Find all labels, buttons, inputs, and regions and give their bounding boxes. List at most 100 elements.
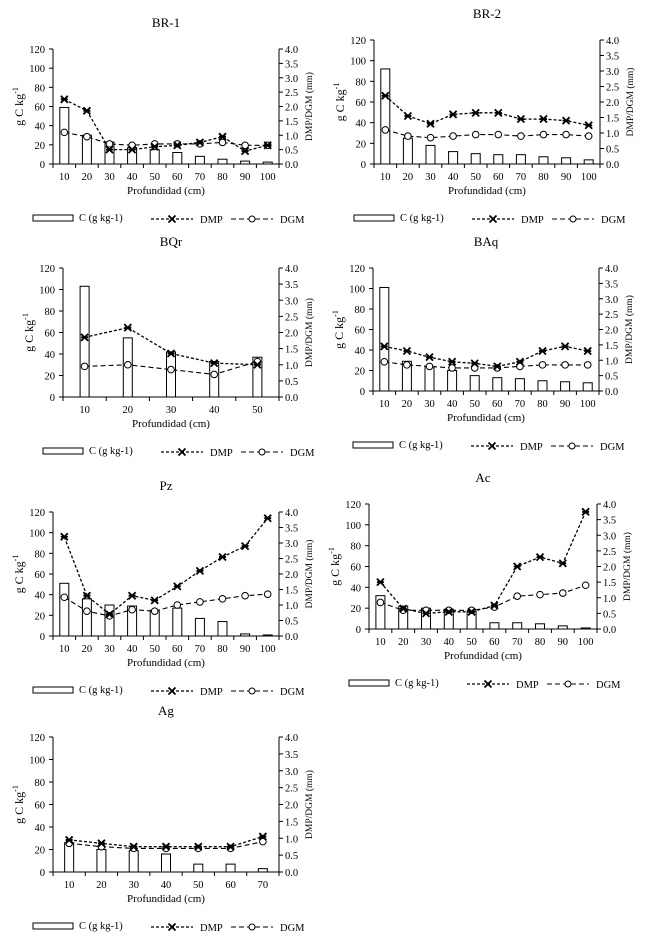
- y-left-tick-label: 80: [35, 549, 46, 560]
- y-right-axis-title: DMP/DGM (mm): [304, 72, 315, 141]
- bar-carbon: [375, 595, 386, 630]
- y-left-tick-label: 40: [355, 346, 366, 357]
- y-left-tick-label: 60: [35, 801, 46, 812]
- point-dgm: [562, 130, 570, 139]
- x-tick-label: 100: [580, 399, 596, 410]
- legend-bar-label: C (g kg-1): [400, 213, 444, 224]
- point-dmp: [150, 142, 159, 151]
- x-axis-title: Profundidad (cm): [127, 185, 205, 197]
- point-dmp: [60, 532, 69, 541]
- legend-dgm-label: DGM: [596, 680, 621, 691]
- y-left-tick-label: 40: [35, 122, 46, 133]
- chart-panel-ac: Ac 0 20 40 60 80 100 120 0.0 0.5 1.0 1.5 2.0 2.5 3.0 3.…: [327, 470, 633, 691]
- y-right-tick-label: 1.5: [606, 114, 619, 125]
- legend: C (g kg-1) DMP DGM: [348, 678, 621, 691]
- y-left-axis-title-exponent: -1: [332, 83, 341, 90]
- y-right-tick-label: 4.0: [285, 508, 298, 519]
- y-left-tick-label: 40: [351, 583, 362, 594]
- y-right-tick-label: 2.0: [603, 563, 616, 574]
- x-tick-label: 40: [209, 405, 220, 416]
- y-right-tick-label: 4.0: [285, 264, 298, 275]
- point-dmp: [226, 842, 235, 851]
- chart-panel-pz: Pz 0 20 40 60 80 100 120 0.0 0.5 1.0 1.5 2.0 2.5 3.0 3.…: [11, 478, 315, 698]
- y-left-axis-title-text: g C kg: [332, 317, 346, 349]
- y-left-tick-label: 20: [35, 846, 46, 857]
- y-left-tick-label: 60: [35, 570, 46, 581]
- y-left-tick-label: 20: [355, 367, 366, 378]
- y-left-tick-label: 100: [350, 57, 366, 68]
- y-right-tick-label: 4.0: [285, 45, 298, 56]
- y-left-axis-title-exponent: -1: [11, 555, 20, 562]
- point-dmp: [399, 604, 408, 613]
- legend-dgm-marker: [258, 448, 266, 456]
- y-right-tick-label: 3.0: [285, 74, 298, 85]
- y-right-tick-label: 2.0: [606, 98, 619, 109]
- line-dgm: [385, 129, 589, 139]
- x-tick-label: 30: [128, 880, 139, 891]
- legend-dgm-label: DGM: [280, 215, 305, 226]
- y-right-tick-label: 2.5: [285, 88, 298, 99]
- bar-carbon: [59, 582, 70, 637]
- y-left-axis-title: g C kg-1: [11, 785, 26, 824]
- bar-carbon: [535, 623, 545, 630]
- y-left-tick-label: 80: [356, 77, 367, 88]
- point-dmp: [516, 114, 526, 124]
- point-dmp: [127, 145, 137, 154]
- x-tick-label: 20: [96, 880, 107, 891]
- x-axis-title: Profundidad (cm): [127, 893, 205, 905]
- x-tick-label: 80: [537, 399, 548, 410]
- y-left-tick-label: 80: [351, 542, 362, 553]
- x-tick-label: 50: [466, 637, 477, 648]
- y-left-axis-title-text: g C kg: [12, 561, 26, 593]
- bar-carbon: [557, 625, 568, 630]
- x-tick-label: 60: [172, 644, 183, 655]
- point-dmp: [173, 582, 182, 591]
- point-dgm: [449, 132, 457, 140]
- x-tick-label: 40: [161, 880, 172, 891]
- legend-dgm-marker: [248, 923, 256, 931]
- legend-bar-swatch: [32, 922, 74, 930]
- point-dmp: [426, 119, 435, 128]
- point-dgm: [60, 128, 69, 137]
- legend-bar-label: C (g kg-1): [395, 678, 439, 689]
- point-dgm: [241, 141, 249, 150]
- point-dmp: [263, 514, 272, 523]
- y-right-tick-label: 3.5: [605, 279, 618, 290]
- y-right-tick-label: 2.0: [285, 329, 298, 340]
- legend-dgm-marker: [248, 687, 256, 695]
- legend-dgm-marker: [569, 215, 577, 223]
- y-left-tick-label: 40: [35, 823, 46, 834]
- y-left-tick-label: 0: [360, 387, 365, 398]
- point-dgm: [124, 360, 132, 369]
- chart-panel-bqr: BQr 0 20 40 60 80 100 120 0.0 0.5 1.0 1.5 2.0 2.5 3.0 3…: [21, 234, 315, 459]
- chart-panel-baq: BAq 0 20 40 60 80 100 120 0.0 0.5 1.0 1.5 2.0 2.5 3.0 3…: [331, 234, 635, 453]
- point-dgm: [584, 132, 593, 140]
- legend-bar-swatch: [32, 214, 74, 222]
- bar-carbon: [257, 868, 268, 873]
- point-dgm: [470, 364, 479, 372]
- y-left-axis-title-text: g C kg: [333, 89, 347, 121]
- y-left-axis-title-text: g C kg: [22, 320, 36, 352]
- y-left-tick-label: 120: [29, 508, 45, 519]
- y-left-axis-title-exponent: -1: [21, 313, 30, 320]
- point-dgm: [426, 133, 435, 142]
- y-left-tick-label: 0: [40, 160, 45, 171]
- point-dmp: [218, 552, 227, 562]
- y-right-tick-label: 3.0: [285, 296, 298, 307]
- y-left-axis-title: g C kg-1: [327, 547, 342, 586]
- bar-carbon: [538, 156, 549, 165]
- x-tick-label: 30: [166, 405, 177, 416]
- x-tick-label: 70: [515, 399, 526, 410]
- y-right-axis-title: DMP/DGM (mm): [625, 68, 636, 137]
- legend-dmp-marker: [483, 679, 493, 689]
- point-dmp: [240, 146, 250, 156]
- y-left-tick-label: 60: [35, 103, 46, 114]
- x-tick-label: 70: [512, 637, 523, 648]
- point-dgm: [167, 365, 175, 374]
- y-right-tick-label: 0.5: [285, 377, 298, 388]
- y-right-tick-label: 3.5: [285, 750, 298, 761]
- point-dmp: [470, 359, 479, 368]
- point-dgm: [376, 598, 385, 607]
- point-dmp: [381, 91, 390, 100]
- point-dmp: [195, 138, 205, 147]
